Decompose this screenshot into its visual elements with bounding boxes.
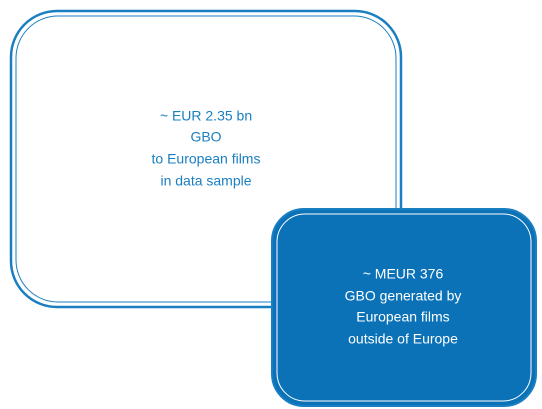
box-text: European films (356, 309, 449, 325)
outside-europe-box: ~ MEUR 376 GBO generated by European fil… (271, 208, 537, 407)
box-fill (271, 208, 537, 407)
box-text: to European films (152, 151, 261, 167)
box-text: GBO generated by (345, 288, 462, 304)
box-inner-outline (276, 213, 532, 402)
box-text: ~ EUR 2.35 bn (160, 108, 252, 124)
box-text: GBO (190, 129, 221, 145)
box-inner-outline (15, 15, 397, 303)
box-text: ~ MEUR 376 (363, 266, 444, 282)
box-text: in data sample (160, 173, 251, 189)
box-text: outside of Europe (348, 331, 458, 347)
